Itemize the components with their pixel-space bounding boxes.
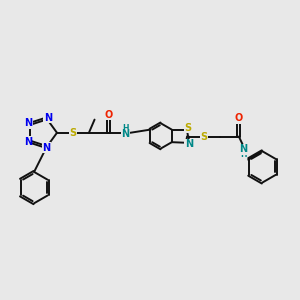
Text: H: H <box>240 150 247 159</box>
Text: S: S <box>69 128 76 138</box>
Text: N: N <box>185 139 193 149</box>
Text: N: N <box>239 144 247 154</box>
Text: O: O <box>235 113 243 123</box>
Text: S: S <box>184 123 192 133</box>
Text: S: S <box>200 131 207 142</box>
Text: N: N <box>43 143 51 153</box>
Text: N: N <box>25 118 33 128</box>
Text: N: N <box>122 129 130 139</box>
Text: N: N <box>44 113 52 123</box>
Text: N: N <box>24 136 32 147</box>
Text: H: H <box>122 124 129 133</box>
Text: O: O <box>104 110 112 120</box>
